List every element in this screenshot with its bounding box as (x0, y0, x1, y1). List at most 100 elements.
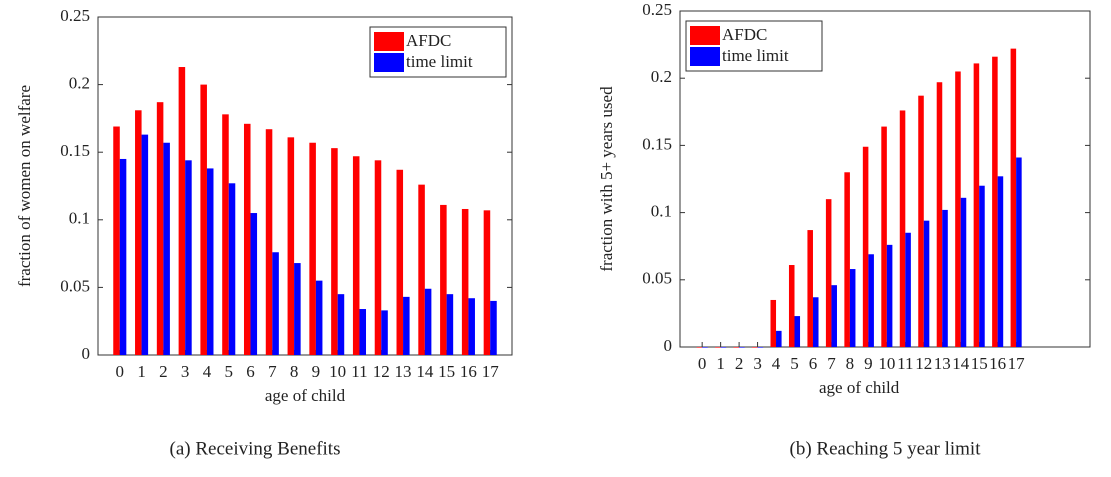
bar (119, 158, 127, 355)
bar (955, 71, 961, 347)
x-tick-label: 3 (181, 362, 190, 381)
bar (881, 126, 887, 347)
x-tick-label: 7 (827, 354, 836, 373)
x-tick-label: 4 (772, 354, 781, 373)
x-tick-label: 16 (989, 354, 1006, 373)
bar (185, 160, 192, 355)
bar (899, 110, 906, 348)
x-tick-label: 0 (698, 354, 707, 373)
x-tick-label: 15 (438, 362, 455, 381)
y-axis-label: fraction of women on welfare (15, 85, 34, 287)
bar (352, 156, 360, 355)
bar (770, 299, 777, 347)
bar (403, 296, 410, 355)
bar (374, 160, 382, 355)
bar (696, 347, 703, 348)
bar (337, 294, 345, 355)
x-tick-label: 2 (159, 362, 168, 381)
bar (849, 269, 856, 347)
x-tick-label: 9 (312, 362, 321, 381)
bar (222, 114, 229, 356)
bar (862, 146, 869, 347)
bar (156, 102, 164, 356)
x-tick-label: 1 (716, 354, 725, 373)
bar (936, 82, 943, 348)
bar (359, 309, 367, 355)
bar (868, 254, 874, 347)
bar (720, 347, 727, 348)
x-tick-label: 14 (952, 354, 970, 373)
bar (831, 285, 837, 347)
y-tick-label: 0.15 (60, 141, 90, 160)
bar (739, 347, 745, 348)
y-tick-label: 0.1 (69, 209, 90, 228)
bar (886, 244, 893, 347)
x-tick-label: 13 (395, 362, 412, 381)
bar (794, 316, 801, 347)
bar (702, 347, 708, 348)
bar (825, 199, 832, 347)
legend-swatch (374, 53, 404, 72)
bar (776, 330, 782, 347)
x-tick-label: 8 (290, 362, 299, 381)
bar (1016, 157, 1022, 347)
y-tick-label: 0.05 (642, 269, 672, 288)
legend-swatch (374, 32, 404, 51)
x-tick-label: 10 (329, 362, 346, 381)
legend-swatch (690, 47, 720, 66)
bar (250, 213, 258, 355)
bar (178, 67, 186, 356)
y-tick-label: 0.25 (60, 6, 90, 25)
x-tick-label: 13 (934, 354, 951, 373)
x-tick-label: 11 (897, 354, 913, 373)
bar (715, 347, 721, 348)
bar (424, 288, 432, 355)
bar (287, 137, 295, 355)
x-tick-label: 0 (116, 362, 125, 381)
bar (997, 176, 1004, 347)
bar (942, 209, 948, 347)
x-tick-label: 3 (753, 354, 762, 373)
bar (468, 298, 475, 355)
bar (812, 297, 819, 347)
y-tick-label: 0 (82, 344, 91, 363)
x-tick-label: 1 (137, 362, 146, 381)
bar (309, 142, 316, 355)
bar (163, 142, 170, 355)
x-tick-label: 12 (915, 354, 932, 373)
bar (1010, 48, 1017, 348)
x-tick-label: 17 (1008, 354, 1026, 373)
x-tick-label: 2 (735, 354, 744, 373)
legend-label: AFDC (406, 31, 451, 50)
bar (135, 110, 142, 356)
bar (844, 172, 850, 347)
bar (752, 347, 758, 348)
bar (923, 220, 930, 347)
x-tick-label: 17 (482, 362, 500, 381)
bar (757, 347, 764, 348)
bar (807, 230, 813, 347)
bar (294, 263, 301, 355)
x-tick-label: 6 (246, 362, 255, 381)
bar (243, 123, 251, 355)
bar (905, 232, 911, 347)
bar (483, 210, 491, 355)
x-tick-label: 9 (864, 354, 873, 373)
y-tick-label: 0.1 (651, 202, 672, 221)
y-axis-label: fraction with 5+ years used (597, 86, 616, 272)
x-tick-label: 5 (224, 362, 233, 381)
x-tick-label: 16 (460, 362, 477, 381)
bar (788, 265, 795, 347)
bar (490, 300, 497, 355)
legend-label: time limit (406, 52, 473, 71)
bar (331, 148, 338, 355)
legend-label: AFDC (722, 25, 767, 44)
x-tick-label: 14 (416, 362, 434, 381)
x-tick-label: 4 (203, 362, 212, 381)
bar (141, 134, 149, 355)
bar (918, 95, 924, 347)
bar (228, 183, 236, 355)
bar (418, 184, 425, 355)
x-tick-label: 10 (878, 354, 895, 373)
